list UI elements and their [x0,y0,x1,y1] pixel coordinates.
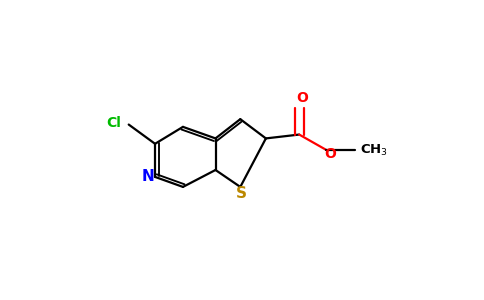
Text: O: O [296,91,308,105]
Text: Cl: Cl [106,116,121,130]
Text: CH$_3$: CH$_3$ [360,142,388,158]
Text: O: O [324,147,336,161]
Text: S: S [236,186,247,201]
Text: N: N [141,169,154,184]
